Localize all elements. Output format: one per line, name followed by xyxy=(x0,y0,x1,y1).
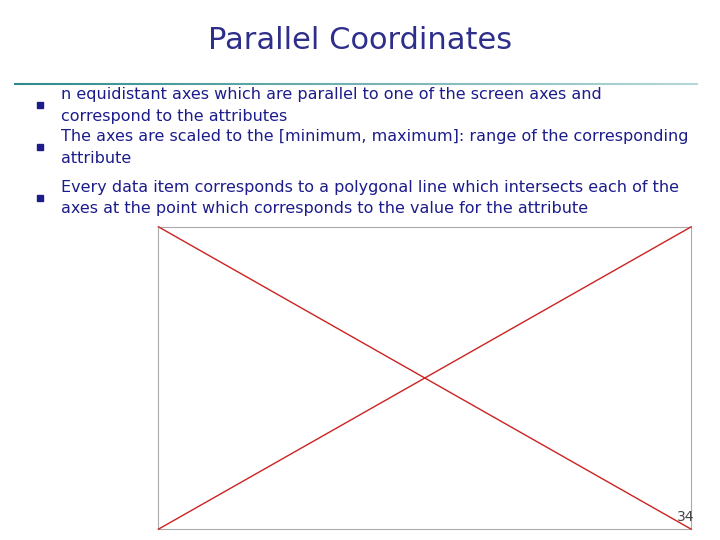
Text: n equidistant axes which are parallel to one of the screen axes and
correspond t: n equidistant axes which are parallel to… xyxy=(61,87,602,124)
Text: Parallel Coordinates: Parallel Coordinates xyxy=(208,26,512,55)
Text: Every data item corresponds to a polygonal line which intersects each of the
axe: Every data item corresponds to a polygon… xyxy=(61,180,679,217)
Text: The axes are scaled to the [minimum, maximum]: range of the corresponding
attrib: The axes are scaled to the [minimum, max… xyxy=(61,129,689,166)
Text: 34: 34 xyxy=(678,510,695,524)
Bar xyxy=(158,227,691,529)
